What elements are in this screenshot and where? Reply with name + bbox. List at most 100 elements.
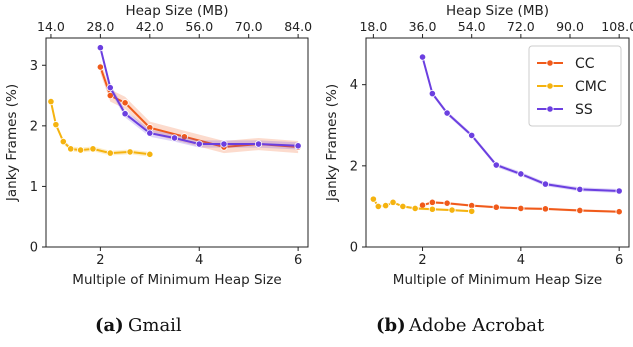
point-ss	[170, 134, 179, 142]
y-tick-label: 4	[350, 78, 358, 93]
point-ss	[220, 140, 228, 148]
legend-box	[528, 45, 622, 127]
point-cc	[576, 206, 584, 215]
y-axis-label: Janky Frames (%)	[324, 84, 340, 202]
series-cc	[96, 61, 302, 154]
point-cmc	[126, 148, 134, 156]
point-ss	[195, 140, 203, 148]
point-ss	[96, 44, 104, 52]
plot-frame	[45, 37, 309, 248]
x-tick-label: 2	[418, 253, 426, 268]
point-cmc	[89, 145, 97, 153]
point-cmc	[389, 198, 397, 206]
top-x-tick-label: 14.0	[37, 19, 65, 34]
point-cc	[106, 91, 114, 100]
point-ss	[443, 109, 451, 117]
point-cmc	[67, 145, 75, 153]
top-x-tick-label: 18.0	[359, 19, 387, 34]
point-ss	[541, 180, 550, 188]
point-ss	[294, 142, 302, 150]
y-tick-label: 1	[30, 180, 38, 195]
x-axis-label: Multiple of Minimum Heap Size	[393, 272, 602, 288]
y-tick-label: 0	[30, 241, 38, 256]
point-cmc	[369, 195, 377, 203]
point-cmc	[106, 149, 114, 157]
point-cmc	[411, 204, 419, 213]
point-cmc	[146, 150, 154, 158]
point-cmc	[382, 202, 390, 210]
top-x-tick-label: 28.0	[86, 19, 114, 34]
x-axis-label: Multiple of Minimum Heap Size	[72, 272, 281, 288]
legend-marker-cmc	[546, 82, 554, 90]
legend-label-ss: SS	[575, 102, 593, 118]
point-cc	[615, 208, 623, 216]
y-tick-label: 2	[30, 119, 38, 134]
top-x-axis-label: Heap Size (MB)	[446, 3, 549, 19]
top-x-tick-label: 42.0	[136, 19, 164, 34]
panel-gmail: 2 4 6 0 1 2 3 14.0 28.0 42.0 56.0 70.0 84.0 Multiple …	[4, 3, 312, 288]
point-ss	[517, 170, 525, 178]
point-ss	[468, 131, 476, 139]
x-tick-label: 6	[294, 253, 302, 268]
series-cc	[418, 198, 623, 216]
point-cc	[96, 63, 104, 71]
series-cmc	[369, 195, 476, 215]
point-cmc	[374, 202, 382, 211]
x-tick-label: 2	[96, 253, 104, 268]
point-cmc	[448, 206, 456, 214]
point-ss	[106, 84, 114, 92]
point-cc	[517, 204, 525, 213]
point-ss	[492, 161, 500, 169]
x-tick-label: 4	[195, 253, 203, 268]
series-cmc	[47, 98, 154, 158]
point-cmc	[468, 207, 476, 215]
top-x-tick-label: 72.0	[507, 19, 535, 34]
y-tick-label: 3	[30, 59, 38, 74]
point-cc	[121, 99, 129, 107]
point-ss	[576, 185, 584, 193]
band-ss	[100, 44, 299, 150]
band-cmc	[373, 197, 472, 213]
y-tick-label: 2	[350, 159, 358, 174]
legend-marker-cc	[546, 59, 554, 67]
panel-adobe-acrobat: 2 4 6 0 2 4 18.0 36.0 54.0 72.0 90.0 108.0 Multiple …	[324, 3, 633, 288]
line-ss	[99, 47, 299, 147]
top-x-tick-label: 70.0	[235, 19, 263, 34]
caption-adobe-acrobat: Adobe Acrobat	[408, 315, 545, 336]
caption-gmail: Gmail	[128, 315, 182, 336]
caption-tag-a: (a)	[95, 315, 124, 336]
top-x-tick-label: 90.0	[556, 19, 584, 34]
point-ss	[146, 129, 154, 137]
band-cmc	[50, 99, 150, 157]
legend-marker-ss	[546, 105, 554, 113]
point-cc	[428, 198, 436, 206]
point-cc	[492, 203, 500, 211]
legend-label-cmc: CMC	[575, 79, 607, 95]
point-ss	[615, 187, 623, 195]
point-cc	[541, 205, 550, 213]
series-ss	[96, 44, 302, 150]
top-x-tick-label: 84.0	[284, 19, 312, 34]
point-ss	[418, 53, 427, 61]
top-x-tick-label: 108.0	[601, 19, 633, 34]
point-ss	[121, 110, 129, 118]
top-x-tick-label: 36.0	[409, 19, 437, 34]
point-cmc	[52, 121, 60, 129]
x-tick-label: 4	[517, 253, 525, 268]
y-axis-label: Janky Frames (%)	[4, 84, 20, 202]
point-cc	[443, 199, 451, 207]
top-x-tick-label: 54.0	[458, 19, 486, 34]
top-x-axis-label: Heap Size (MB)	[125, 3, 228, 19]
series-ss	[418, 53, 623, 195]
legend-label-cc: CC	[575, 56, 595, 72]
legend: CC CMC SS	[528, 45, 622, 127]
x-tick-label: 6	[615, 253, 623, 268]
point-cmc	[428, 205, 436, 213]
point-cmc	[77, 146, 85, 154]
point-cmc	[399, 202, 407, 211]
caption-tag-b: (b)	[376, 315, 406, 336]
point-ss	[254, 140, 263, 148]
y-tick-label: 0	[350, 241, 358, 256]
point-cmc	[47, 98, 55, 106]
